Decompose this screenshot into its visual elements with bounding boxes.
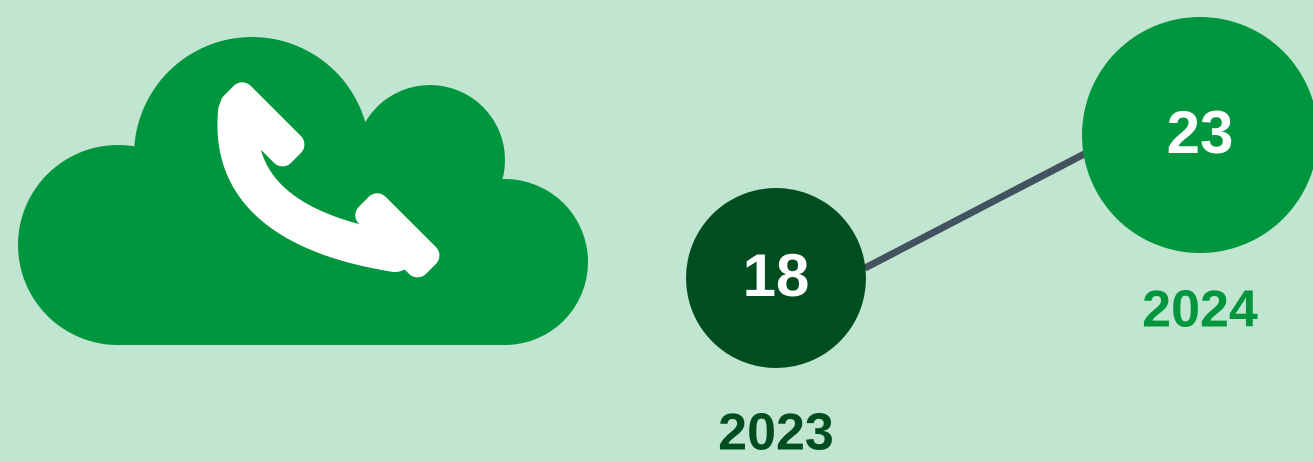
value-label: 18 [743, 242, 810, 309]
earpiece [220, 82, 305, 167]
phone-icon [217, 82, 440, 278]
value-circle [1082, 17, 1313, 253]
handset-body [217, 92, 415, 272]
connector-line [863, 146, 1094, 272]
value-circle [686, 188, 866, 368]
year-label: 2024 [1142, 281, 1258, 339]
year-label: 2023 [718, 404, 834, 462]
mouthpiece [355, 193, 440, 278]
value-label: 23 [1167, 99, 1234, 166]
